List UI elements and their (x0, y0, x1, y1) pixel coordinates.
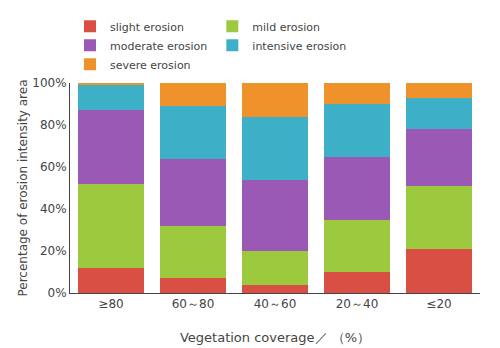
svg-text:mild erosion: mild erosion (252, 21, 320, 34)
svg-text:60～80: 60～80 (172, 297, 215, 311)
svg-text:100%: 100% (32, 76, 66, 90)
svg-text:80%: 80% (40, 118, 67, 132)
svg-text:≥80: ≥80 (98, 297, 123, 311)
svg-text:40～60: 40～60 (254, 297, 297, 311)
svg-text:intensive erosion: intensive erosion (252, 40, 346, 53)
svg-text:20%: 20% (40, 244, 67, 258)
svg-text:moderate erosion: moderate erosion (110, 40, 207, 53)
svg-text:slight erosion: slight erosion (110, 21, 184, 34)
svg-text:60%: 60% (40, 160, 67, 174)
svg-text:40%: 40% (40, 202, 67, 216)
svg-text:20～40: 20～40 (336, 297, 379, 311)
svg-text:≤20: ≤20 (426, 297, 451, 311)
svg-text:0%: 0% (48, 286, 67, 300)
svg-text:Vegetation coverage／ （%）: Vegetation coverage／ （%） (180, 330, 370, 345)
svg-text:severe erosion: severe erosion (110, 59, 191, 72)
svg-text:Percentage of erosion intensit: Percentage of erosion intensity area (16, 79, 30, 296)
